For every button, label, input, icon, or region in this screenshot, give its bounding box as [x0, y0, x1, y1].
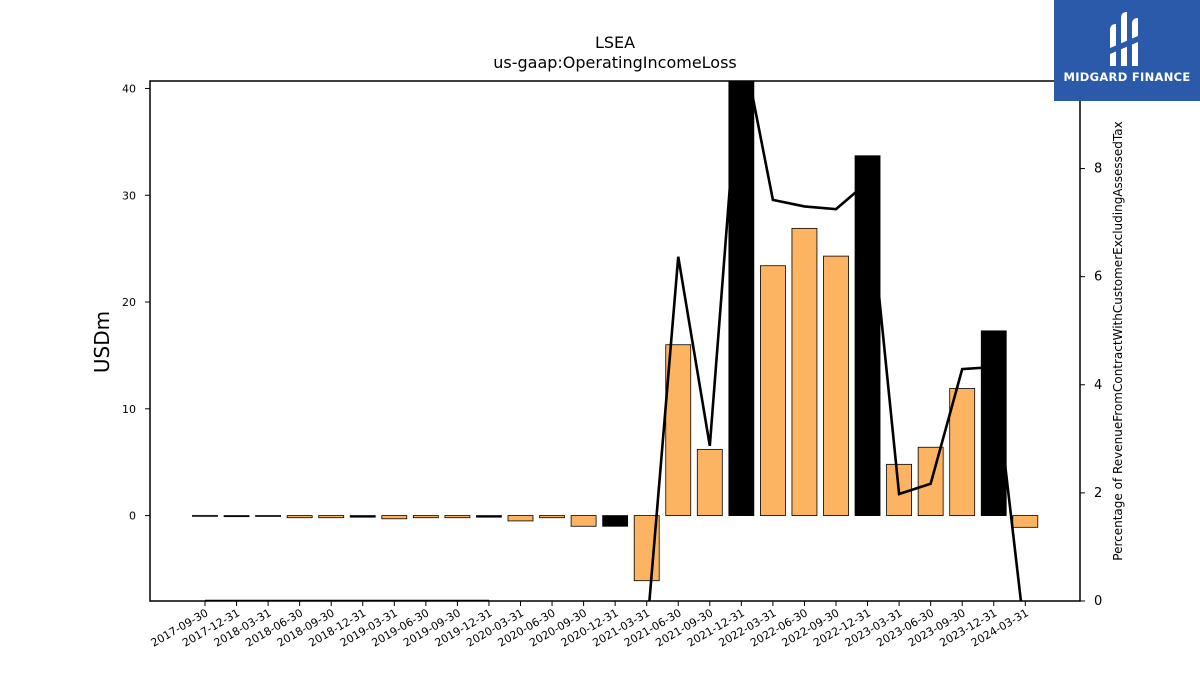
bar — [381, 515, 408, 520]
y2-tick-label: 4 — [1094, 378, 1102, 393]
y-tick-label: 20 — [122, 296, 136, 309]
series-line — [648, 81, 1023, 601]
y-tick-label: 40 — [122, 82, 136, 95]
y-axis-ticks: 0 10 20 30 40 — [122, 82, 150, 523]
bar — [539, 515, 565, 519]
line-group — [205, 81, 1023, 601]
y2-tick-label: 0 — [1094, 594, 1102, 609]
bar — [223, 515, 250, 518]
bar — [980, 330, 1007, 516]
bar — [854, 155, 881, 516]
bar — [349, 515, 376, 518]
bar — [412, 515, 439, 519]
brand-logo: MIDGARD FINANCE — [1054, 0, 1200, 101]
midgard-logo-icon — [1110, 12, 1138, 66]
bar — [602, 515, 629, 527]
bar — [192, 514, 218, 517]
bar — [760, 265, 786, 516]
brand-text: MIDGARD FINANCE — [1063, 70, 1191, 84]
y2-tick-label: 2 — [1094, 486, 1102, 501]
bar — [791, 227, 818, 516]
bar — [318, 515, 345, 519]
bar — [444, 515, 471, 519]
chart-title: LSEA — [595, 33, 635, 52]
bars-group — [192, 81, 1039, 582]
bar — [1012, 515, 1039, 528]
bar — [507, 515, 534, 522]
bar — [476, 515, 502, 518]
bar — [696, 448, 723, 516]
bar — [570, 515, 597, 527]
y2-tick-label: 6 — [1094, 270, 1102, 285]
y-axis-label: USDm — [90, 311, 114, 373]
y2-axis-ticks: 0 2 4 6 8 — [1080, 162, 1102, 609]
bar — [949, 388, 976, 516]
bar — [255, 515, 282, 517]
bar — [665, 344, 692, 516]
x-axis-ticks: 2017-09-302017-12-312018-03-312018-06-30… — [149, 601, 1031, 650]
bar — [286, 515, 313, 519]
y-tick-label: 30 — [122, 189, 136, 202]
bar — [823, 255, 849, 516]
y2-tick-label: 8 — [1094, 162, 1102, 177]
y-tick-label: 10 — [122, 403, 136, 416]
y-tick-label: 0 — [129, 510, 136, 523]
y2-axis-label: Percentage of RevenueFromContractWithCus… — [1111, 121, 1125, 560]
chart-subtitle: us-gaap:OperatingIncomeLoss — [493, 53, 737, 72]
